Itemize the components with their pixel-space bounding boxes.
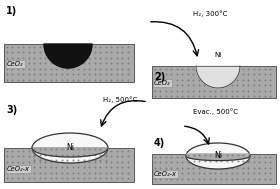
Bar <box>4 148 134 182</box>
Text: CeO₂-x: CeO₂-x <box>7 166 30 172</box>
Text: NiO: NiO <box>61 28 75 36</box>
Text: H₂, 500°C: H₂, 500°C <box>103 96 137 103</box>
FancyArrowPatch shape <box>151 22 199 56</box>
Text: 4): 4) <box>154 138 165 148</box>
Text: Ni: Ni <box>214 152 222 160</box>
Polygon shape <box>186 154 250 160</box>
FancyArrowPatch shape <box>185 126 209 144</box>
Text: 2): 2) <box>154 72 165 82</box>
Text: Ni: Ni <box>214 52 222 58</box>
Text: CeO₂: CeO₂ <box>7 61 24 67</box>
FancyArrowPatch shape <box>101 101 145 126</box>
Text: Ni: Ni <box>66 143 74 153</box>
Text: 3): 3) <box>6 105 17 115</box>
Text: Evac., 500°C: Evac., 500°C <box>193 108 238 115</box>
Text: CeO₂: CeO₂ <box>154 80 171 86</box>
Text: 1): 1) <box>6 6 17 16</box>
Bar <box>4 44 134 82</box>
Polygon shape <box>32 148 108 157</box>
Text: H₂, 300°C: H₂, 300°C <box>193 10 227 17</box>
Bar <box>152 154 276 184</box>
Ellipse shape <box>32 133 108 163</box>
Ellipse shape <box>186 143 250 169</box>
Bar <box>152 66 276 98</box>
Polygon shape <box>44 44 92 68</box>
Text: CeO₂-x: CeO₂-x <box>154 170 177 177</box>
Polygon shape <box>196 66 240 88</box>
